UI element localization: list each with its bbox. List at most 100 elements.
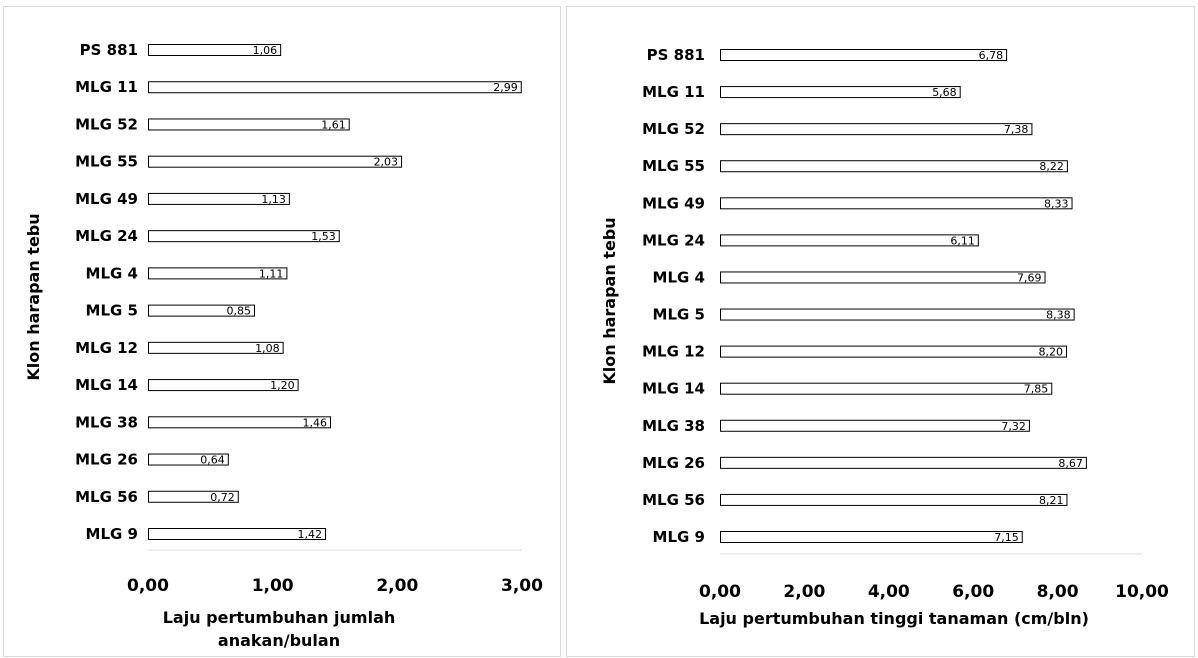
height-data-label: 7,32 — [1001, 420, 1026, 433]
tiller-data-label: 1,20 — [270, 379, 295, 392]
tiller-data-label: 0,64 — [200, 454, 225, 467]
tiller-data-label: 0,85 — [226, 305, 251, 318]
tiller-bar — [148, 192, 290, 205]
height-data-label: 7,85 — [1024, 383, 1049, 396]
tiller-category-label: MLG 49 — [75, 190, 138, 208]
tiller-category-label: MLG 38 — [75, 413, 138, 431]
height-bar — [720, 493, 1068, 506]
tiller-x-tick-label: 1,00 — [252, 576, 294, 596]
height-bar — [720, 382, 1053, 395]
tiller-category-label: MLG 9 — [86, 525, 138, 543]
tiller-bar — [148, 341, 284, 354]
height-data-label: 6,11 — [950, 234, 975, 247]
height-data-label: 8,33 — [1044, 197, 1069, 210]
tiller-y-axis-title: Klon harapan tebu — [24, 213, 43, 380]
height-bar — [720, 271, 1046, 284]
tiller-data-label: 1,42 — [298, 528, 323, 541]
height-data-label: 6,78 — [979, 49, 1004, 62]
height-x-tick-label: 4,00 — [868, 582, 910, 602]
tiller-category-label: MLG 14 — [75, 376, 138, 394]
tiller-data-label: 1,11 — [259, 267, 284, 280]
height-category-label: MLG 55 — [642, 157, 705, 175]
height-data-label: 8,20 — [1039, 346, 1064, 359]
height-category-label: MLG 14 — [642, 380, 705, 398]
height-x-tick-label: 6,00 — [952, 582, 994, 602]
tiller-category-label: PS 881 — [80, 41, 138, 59]
height-category-label: MLG 11 — [642, 83, 705, 101]
height-x-tick-label: 10,00 — [1115, 582, 1169, 602]
height-y-axis-title: Klon harapan tebu — [600, 217, 619, 384]
height-data-label: 5,68 — [932, 86, 957, 99]
height-category-label: MLG 24 — [642, 231, 705, 249]
height-bar — [720, 86, 961, 99]
height-category-label: PS 881 — [647, 46, 705, 64]
chart-panel-height-rate: PS 881 6,78 MLG 11 5,68 MLG 52 7,38 MLG 55 8,22… — [566, 6, 1195, 657]
tiller-category-label: MLG 52 — [75, 115, 138, 133]
height-category-label: MLG 5 — [653, 306, 705, 324]
tiller-category-label: MLG 24 — [75, 227, 138, 245]
height-category-label: MLG 26 — [642, 454, 705, 472]
height-bar — [720, 160, 1068, 173]
tiller-rate-bar-chart: PS 881 1,06 MLG 11 2,99 MLG 52 1,61 MLG 55 2,03… — [24, 41, 543, 650]
tiller-category-label: MLG 5 — [86, 302, 138, 320]
tiller-data-label: 1,08 — [255, 342, 280, 355]
tiller-bar — [148, 379, 299, 392]
height-data-label: 7,38 — [1004, 123, 1029, 136]
height-bar — [720, 49, 1008, 61]
tiller-category-label: MLG 4 — [86, 264, 138, 282]
tiller-bar — [148, 267, 288, 280]
tiller-category-label: MLG 12 — [75, 339, 138, 357]
tiller-bar — [148, 528, 327, 540]
tiller-data-label: 1,61 — [321, 118, 346, 131]
height-category-label: MLG 52 — [642, 120, 705, 138]
tiller-category-label: MLG 55 — [75, 153, 138, 171]
tiller-category-label: MLG 56 — [75, 488, 138, 506]
height-bar — [720, 419, 1030, 432]
tiller-data-label: 2,03 — [374, 156, 399, 169]
tiller-x-axis-title: Laju pertumbuhan jumlah — [163, 608, 396, 627]
tiller-data-label: 1,13 — [261, 193, 286, 206]
height-data-label: 8,22 — [1039, 160, 1064, 173]
height-bar — [720, 308, 1075, 321]
height-category-label: MLG 49 — [642, 194, 705, 212]
height-bar — [720, 531, 1023, 543]
tiller-data-label: 1,06 — [253, 44, 278, 57]
tiller-data-label: 2,99 — [493, 81, 518, 94]
tiller-bar — [148, 490, 239, 503]
height-bar — [720, 234, 979, 247]
tiller-data-label: 0,72 — [210, 491, 235, 504]
chart-panel-tiller-rate: PS 881 1,06 MLG 11 2,99 MLG 52 1,61 MLG 55 2,03… — [3, 6, 561, 657]
tiller-data-label: 1,53 — [311, 230, 336, 243]
height-x-axis-title: Laju pertumbuhan tinggi tanaman (cm/bln) — [699, 609, 1089, 628]
tiller-category-label: MLG 11 — [75, 78, 138, 96]
tiller-x-tick-label: 3,00 — [501, 576, 543, 596]
tiller-bar — [148, 304, 255, 317]
tiller-x-tick-label: 2,00 — [376, 576, 418, 596]
height-data-label: 7,15 — [994, 531, 1019, 544]
height-category-label: MLG 56 — [642, 491, 705, 509]
tiller-x-tick-label: 0,00 — [127, 576, 169, 596]
tiller-x-axis-title: anakan/bulan — [218, 631, 340, 650]
height-data-label: 8,21 — [1039, 494, 1064, 507]
height-category-label: MLG 4 — [653, 268, 705, 286]
height-bar — [720, 123, 1033, 136]
height-category-label: MLG 12 — [642, 343, 705, 361]
tiller-bar — [148, 416, 332, 429]
height-bar — [720, 456, 1087, 469]
tiller-bar — [148, 155, 403, 168]
height-bar — [720, 345, 1068, 358]
height-x-tick-label: 2,00 — [783, 582, 825, 602]
tiller-bar — [148, 230, 340, 243]
height-rate-bar-chart: PS 881 6,78 MLG 11 5,68 MLG 52 7,38 MLG 55 8,22… — [600, 46, 1169, 628]
height-x-tick-label: 0,00 — [699, 582, 741, 602]
height-bar — [720, 197, 1073, 210]
tiller-bar — [148, 44, 282, 56]
tiller-bar — [148, 81, 522, 94]
height-data-label: 8,38 — [1046, 309, 1071, 322]
tiller-bar — [148, 453, 229, 466]
height-x-tick-label: 8,00 — [1037, 582, 1079, 602]
height-data-label: 7,69 — [1017, 271, 1042, 284]
tiller-data-label: 1,46 — [303, 416, 328, 429]
tiller-bar — [148, 118, 350, 131]
height-data-label: 8,67 — [1058, 457, 1083, 470]
